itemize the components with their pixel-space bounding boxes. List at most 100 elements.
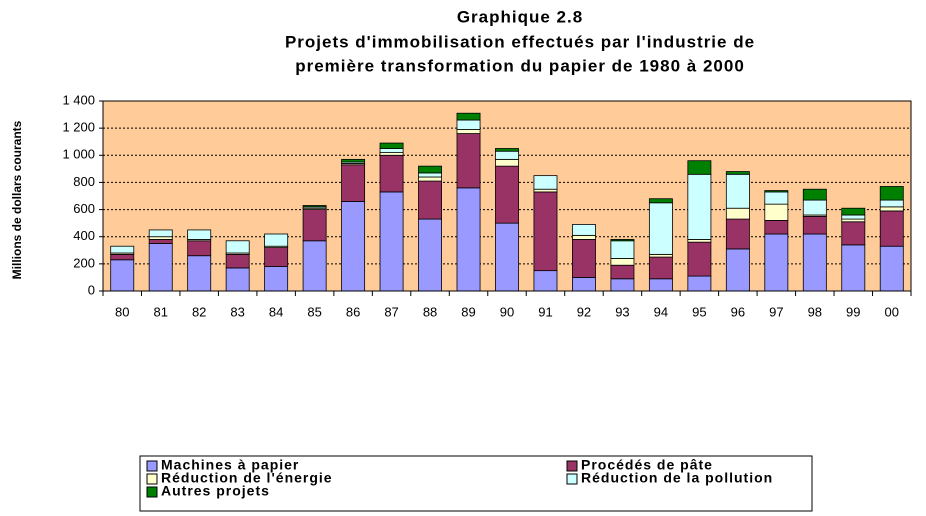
legend-label: Réduction de l'énergie (161, 470, 333, 486)
bar-segment (802, 188, 827, 201)
bar-segment (148, 239, 173, 244)
y-tick-label: 400 (73, 228, 95, 243)
legend-swatch (146, 486, 158, 498)
bar-segment (533, 270, 558, 292)
bar-segment (841, 244, 866, 292)
x-tick-label: 92 (577, 304, 591, 319)
bar-segment (148, 236, 173, 240)
bar-segment (841, 221, 866, 246)
bar-segment (687, 241, 712, 277)
bar-segment (687, 239, 712, 243)
bar-segment (648, 253, 673, 258)
x-tick-label: 90 (500, 304, 514, 319)
x-tick-label: 83 (230, 304, 244, 319)
bar-segment (495, 158, 519, 167)
bar-segment (418, 165, 442, 174)
bar-segment (610, 240, 635, 259)
x-tick-label: 93 (615, 304, 629, 319)
bar-segment (802, 215, 827, 235)
x-tick-label: 84 (269, 304, 283, 319)
bar-segment (456, 133, 481, 189)
bar-segment (841, 214, 866, 220)
bar-segment (533, 175, 558, 190)
bar-segment (572, 277, 596, 292)
x-tick-label: 88 (423, 304, 437, 319)
legend-swatch (146, 460, 158, 472)
x-tick-label: 85 (307, 304, 321, 319)
x-tick-label: 95 (692, 304, 706, 319)
bar-segment (148, 243, 173, 292)
legend-box (139, 455, 813, 512)
bar-segment (264, 233, 289, 247)
bar-segment (225, 240, 250, 254)
legend-label: Réduction de la pollution (581, 470, 773, 486)
bar-segment (572, 239, 596, 278)
legend-swatch (566, 460, 578, 472)
bar-segment (148, 229, 173, 238)
bar-segment (110, 245, 135, 254)
bar-segment (610, 239, 635, 242)
bar-segment (187, 229, 212, 240)
bar-segment (725, 171, 750, 175)
bar-segment (379, 154, 404, 193)
bar-segment (225, 267, 250, 292)
bar-segment (187, 255, 212, 292)
bar-segment (495, 165, 519, 224)
bar-segment (879, 199, 904, 208)
x-tick-label: 96 (731, 304, 745, 319)
bar-segment (456, 187, 481, 292)
plot-border (102, 100, 912, 292)
bar-segment (802, 233, 827, 292)
legend-swatch (146, 473, 158, 485)
legend-label: Procédés de pâte (581, 457, 713, 473)
bar-segment (110, 253, 135, 261)
x-tick-label: 81 (153, 304, 167, 319)
bar-segment (764, 233, 789, 292)
bar-segment (456, 112, 481, 121)
bar-segment (687, 173, 712, 240)
bar-segment (418, 176, 442, 182)
bar-segment (841, 207, 866, 216)
bar-segment (495, 148, 519, 152)
bar-segment (187, 240, 212, 257)
bar-segment (418, 180, 442, 220)
bar-segment (456, 119, 481, 130)
bar-segment (533, 188, 558, 193)
x-tick-label: 94 (654, 304, 668, 319)
bar-segment (610, 258, 635, 266)
bar-segment (495, 150, 519, 160)
bar-segment (572, 224, 596, 236)
bar-segment (225, 253, 250, 269)
x-tick-label: 87 (384, 304, 398, 319)
x-tick-label: 91 (538, 304, 552, 319)
legend-label: Machines à papier (161, 457, 299, 473)
bar-segment (341, 201, 366, 292)
bar-segment (687, 275, 712, 292)
bar-segment (648, 278, 673, 292)
x-tick-label: 99 (846, 304, 860, 319)
bar-segment (533, 191, 558, 272)
bar-segment (610, 278, 635, 292)
bar-segment (379, 142, 404, 149)
bar-segment (648, 198, 673, 204)
bar-segment (610, 264, 635, 280)
bar-segment (264, 247, 289, 267)
chart-subtitle: Projets d'immobilisation effectués par l… (285, 32, 755, 51)
bar-segment (302, 205, 327, 208)
bar-segment (495, 222, 519, 292)
chart-subtitle: première transformation du papier de 198… (295, 56, 745, 75)
bar-segment (341, 158, 366, 163)
bar-segment (879, 186, 904, 201)
y-tick-label: 1 000 (62, 147, 95, 162)
y-tick-label: 600 (73, 201, 95, 216)
bar-segment (572, 234, 596, 240)
bar-segment (687, 160, 712, 175)
x-tick-label: 89 (461, 304, 475, 319)
x-tick-label: 80 (115, 304, 129, 319)
bar-segment (302, 240, 327, 292)
bar-segment (418, 218, 442, 292)
x-tick-label: 98 (808, 304, 822, 319)
bar-segment (725, 173, 750, 209)
y-axis-label: Millions de dollars courants (10, 120, 24, 279)
